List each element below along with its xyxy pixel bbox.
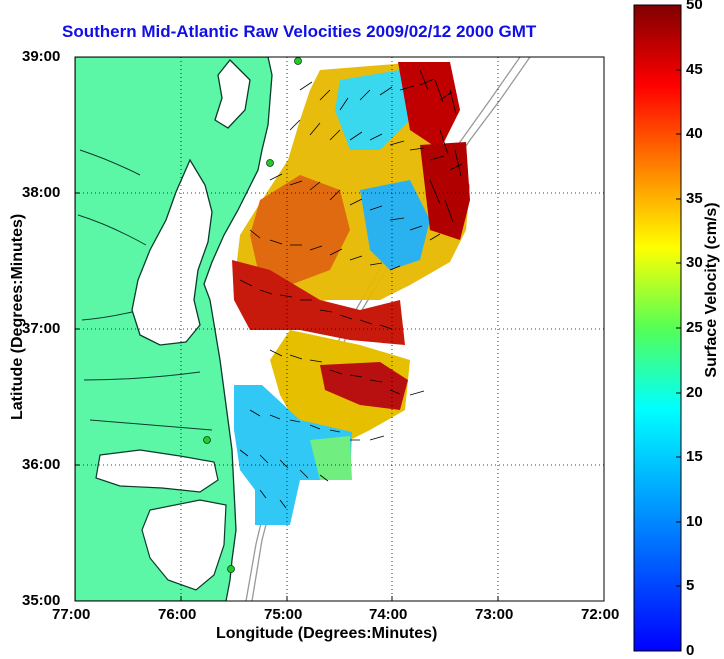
rivers xyxy=(77,149,213,431)
colorbar xyxy=(633,4,682,652)
velocity-field-offshore xyxy=(335,70,410,150)
y-tick-label: 39:00 xyxy=(22,48,61,65)
x-axis-label: Longitude (Degrees:Minutes) xyxy=(216,625,438,642)
y-tick-label: 36:00 xyxy=(22,456,61,473)
x-tick-label: 75:00 xyxy=(264,606,303,623)
x-tick-label: 74:00 xyxy=(369,606,408,623)
x-tick-label: 77:00 xyxy=(52,606,91,623)
x-tick-label: 73:00 xyxy=(475,606,514,623)
albemarle-sound xyxy=(95,449,219,493)
radar-stations xyxy=(203,57,302,573)
y-tick-label: 35:00 xyxy=(22,592,61,609)
colorbar-tick-label: 25 xyxy=(686,319,703,336)
y-tick-label: 37:00 xyxy=(22,320,61,337)
axis-ticks xyxy=(75,192,499,601)
map-title: Southern Mid-Atlantic Raw Velocities 200… xyxy=(62,22,537,41)
velocity-field-midshelf xyxy=(232,260,405,345)
delaware-bay xyxy=(214,59,251,129)
colorbar-tick-label: 15 xyxy=(686,448,703,465)
y-tick-label: 38:00 xyxy=(22,184,61,201)
colorbar-ticks xyxy=(676,69,681,587)
colorbar-tick-label: 30 xyxy=(686,254,703,271)
colorbar-tick-label: 20 xyxy=(686,384,703,401)
colorbar-label: Surface Velocity (cm/s) xyxy=(703,202,720,378)
velocity-field-southern xyxy=(234,385,352,525)
pamlico-sound xyxy=(141,499,227,591)
velocity-field-southern-edge xyxy=(310,436,352,480)
colorbar-tick-label: 45 xyxy=(686,61,703,78)
station-marker xyxy=(266,159,274,167)
y-axis-label: Latitude (Degrees:Minutes) xyxy=(9,213,26,420)
colorbar-tick-label: 40 xyxy=(686,125,703,142)
station-marker xyxy=(294,57,302,65)
colorbar-tick-label: 50 xyxy=(686,0,703,13)
colorbar-tick-label: 10 xyxy=(686,513,703,530)
colorbar-tick-label: 35 xyxy=(686,190,703,207)
map-grid xyxy=(75,57,604,601)
velocity-field-core xyxy=(250,175,350,285)
station-marker xyxy=(227,565,235,573)
chesapeake-bay xyxy=(131,158,213,346)
station-marker xyxy=(203,436,211,444)
x-tick-label: 72:00 xyxy=(581,606,620,623)
velocity-field-northeast xyxy=(398,62,460,150)
x-tick-label: 76:00 xyxy=(158,606,197,623)
velocity-arrows xyxy=(239,69,463,509)
colorbar-tick-label: 0 xyxy=(686,642,695,659)
colorbar-tick-label: 5 xyxy=(686,577,695,594)
velocity-field-east xyxy=(360,180,430,270)
